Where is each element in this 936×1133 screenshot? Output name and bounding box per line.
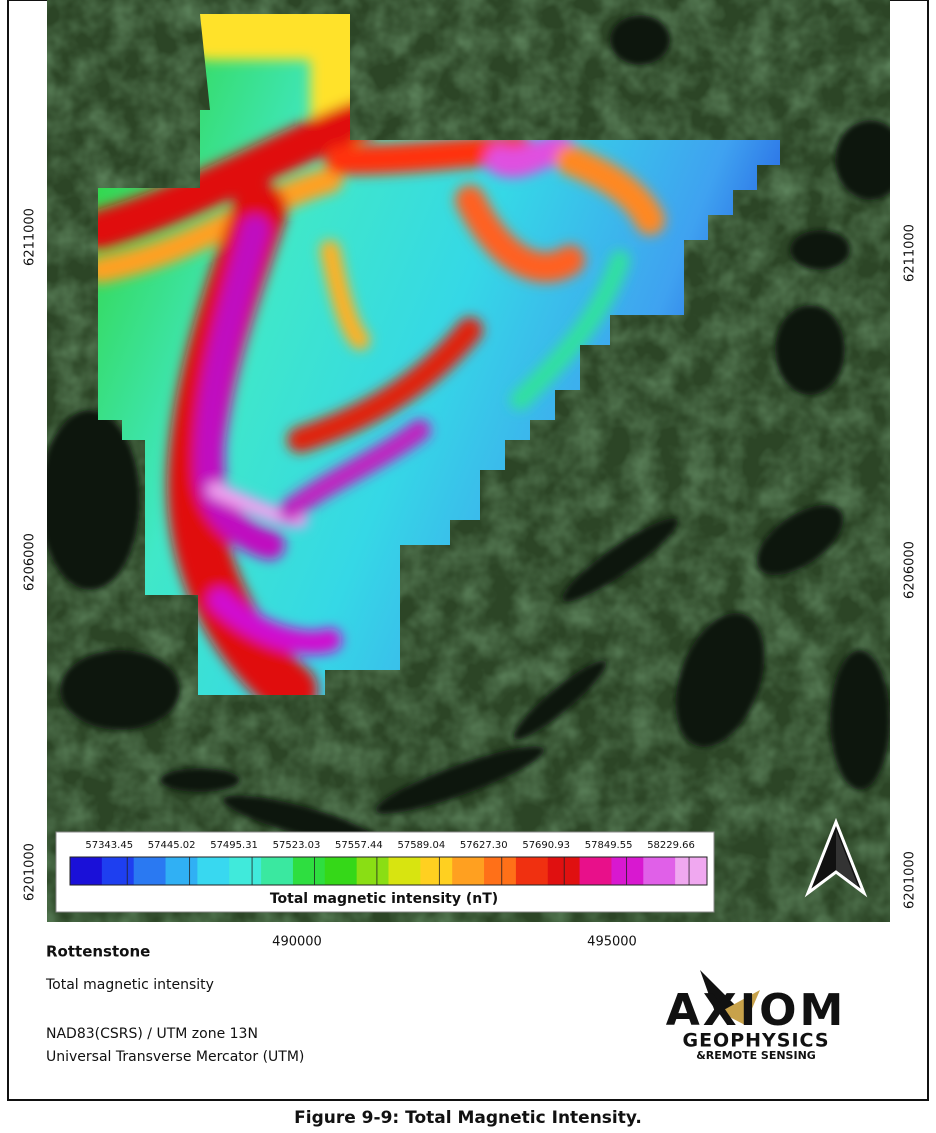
color-swatch [611,857,644,885]
color-swatch [484,857,517,885]
logo-name: AXIOM [666,985,847,1036]
frame [7,0,929,1101]
logo: AXIOM GEOPHYSICS &REMOTE SENSING [666,970,847,1062]
y-coord-left: 6206000 [23,533,38,591]
color-swatch [356,857,389,885]
color-swatch [70,857,103,885]
color-swatch [165,857,198,885]
crs-line: Universal Transverse Mercator (UTM) [46,1049,304,1065]
legend: 57343.45 57445.02 57495.31 57523.03 57557.44… [55,831,715,913]
color-swatch [515,857,549,885]
x-coord: 490000 [272,935,322,950]
legend-label: 57627.30 [460,840,508,851]
legend-title: Total magnetic intensity (nT) [270,891,498,907]
color-swatch [643,857,676,885]
legend-label: 57849.55 [585,840,633,851]
x-coord: 495000 [587,935,637,950]
color-swatch [420,857,453,885]
color-swatch [452,857,485,885]
color-swatch [261,857,294,885]
north-arrow [804,817,868,898]
legend-label: 58229.66 [647,840,695,851]
map [47,0,890,922]
color-swatch [101,857,135,885]
y-coord-right: 6206000 [903,541,918,599]
color-swatch [197,857,230,885]
colorbar [69,856,708,886]
color-swatch [324,857,358,885]
figure-caption: Figure 9-9: Total Magnetic Intensity. [294,1108,642,1128]
color-swatch [292,857,326,885]
legend-label: 57495.31 [210,840,258,851]
legend-label: 57523.03 [273,840,321,851]
crs-line: NAD83(CSRS) / UTM zone 13N [46,1026,258,1042]
color-swatch [579,857,612,885]
y-coord-right: 6211000 [903,224,918,282]
color-swatch [229,857,262,885]
y-coord-right: 6201000 [903,851,918,909]
subtitle: Total magnetic intensity [45,977,214,993]
legend-label: 57589.04 [397,840,445,851]
legend-label: 57343.45 [85,840,133,851]
colorbar-outline [69,856,708,886]
color-swatch [388,857,421,885]
legend-label: 57690.93 [522,840,570,851]
legend-label: 57557.44 [335,840,383,851]
y-coord-left: 6211000 [23,208,38,266]
title: Rottenstone [46,943,150,961]
color-swatch [675,857,708,885]
legend-label: 57445.02 [148,840,196,851]
color-swatch [133,857,167,885]
logo-line: &REMOTE SENSING [696,1049,816,1062]
coordinate-labels: 6211000 6206000 6201000 6211000 6206000 … [23,208,918,949]
logo-line: GEOPHYSICS [682,1030,829,1052]
y-coord-left: 6201000 [23,843,38,901]
